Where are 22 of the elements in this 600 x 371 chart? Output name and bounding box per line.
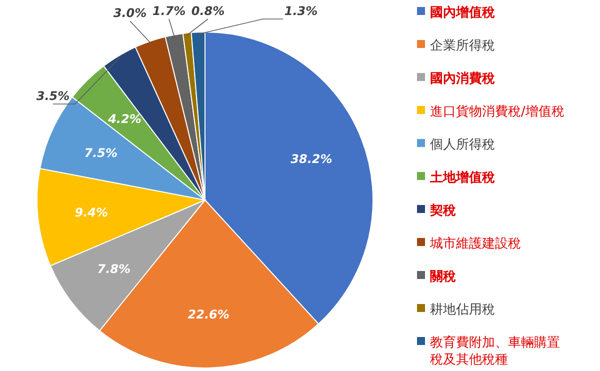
data-label: 4.2% [107, 112, 142, 126]
data-label: 0.8% [191, 4, 225, 18]
legend-label: 耕地佔用稅 [430, 302, 495, 318]
legend-label: 土地增值稅 [429, 170, 495, 186]
legend-label: 企業所得稅 [430, 38, 495, 54]
data-label: 38.2% [290, 152, 332, 166]
data-label: 7.8% [97, 262, 130, 276]
legend-label: 進口貨物消費稅/增值稅 [430, 104, 564, 120]
data-label: 1.7% [152, 4, 186, 18]
legend-label: 關稅 [430, 270, 456, 285]
data-label: 22.6% [188, 307, 230, 322]
data-label: 1.3% [284, 4, 318, 18]
legend-label: 國內消費稅 [430, 70, 495, 87]
data-label: 9.4% [74, 205, 108, 220]
legend-label: 教育費附加、車輛購置稅及其他稅種 [430, 334, 560, 368]
legend-label: 城市維護建設稅 [429, 236, 521, 252]
legend-label: 國內增值稅 [430, 4, 495, 21]
data-label: 3.5% [36, 89, 70, 103]
legend-label: 個人所得稅 [430, 138, 495, 153]
data-label: 7.5% [84, 146, 118, 160]
data-label: 3.0% [113, 6, 147, 20]
legend-label: 契稅 [429, 204, 456, 219]
